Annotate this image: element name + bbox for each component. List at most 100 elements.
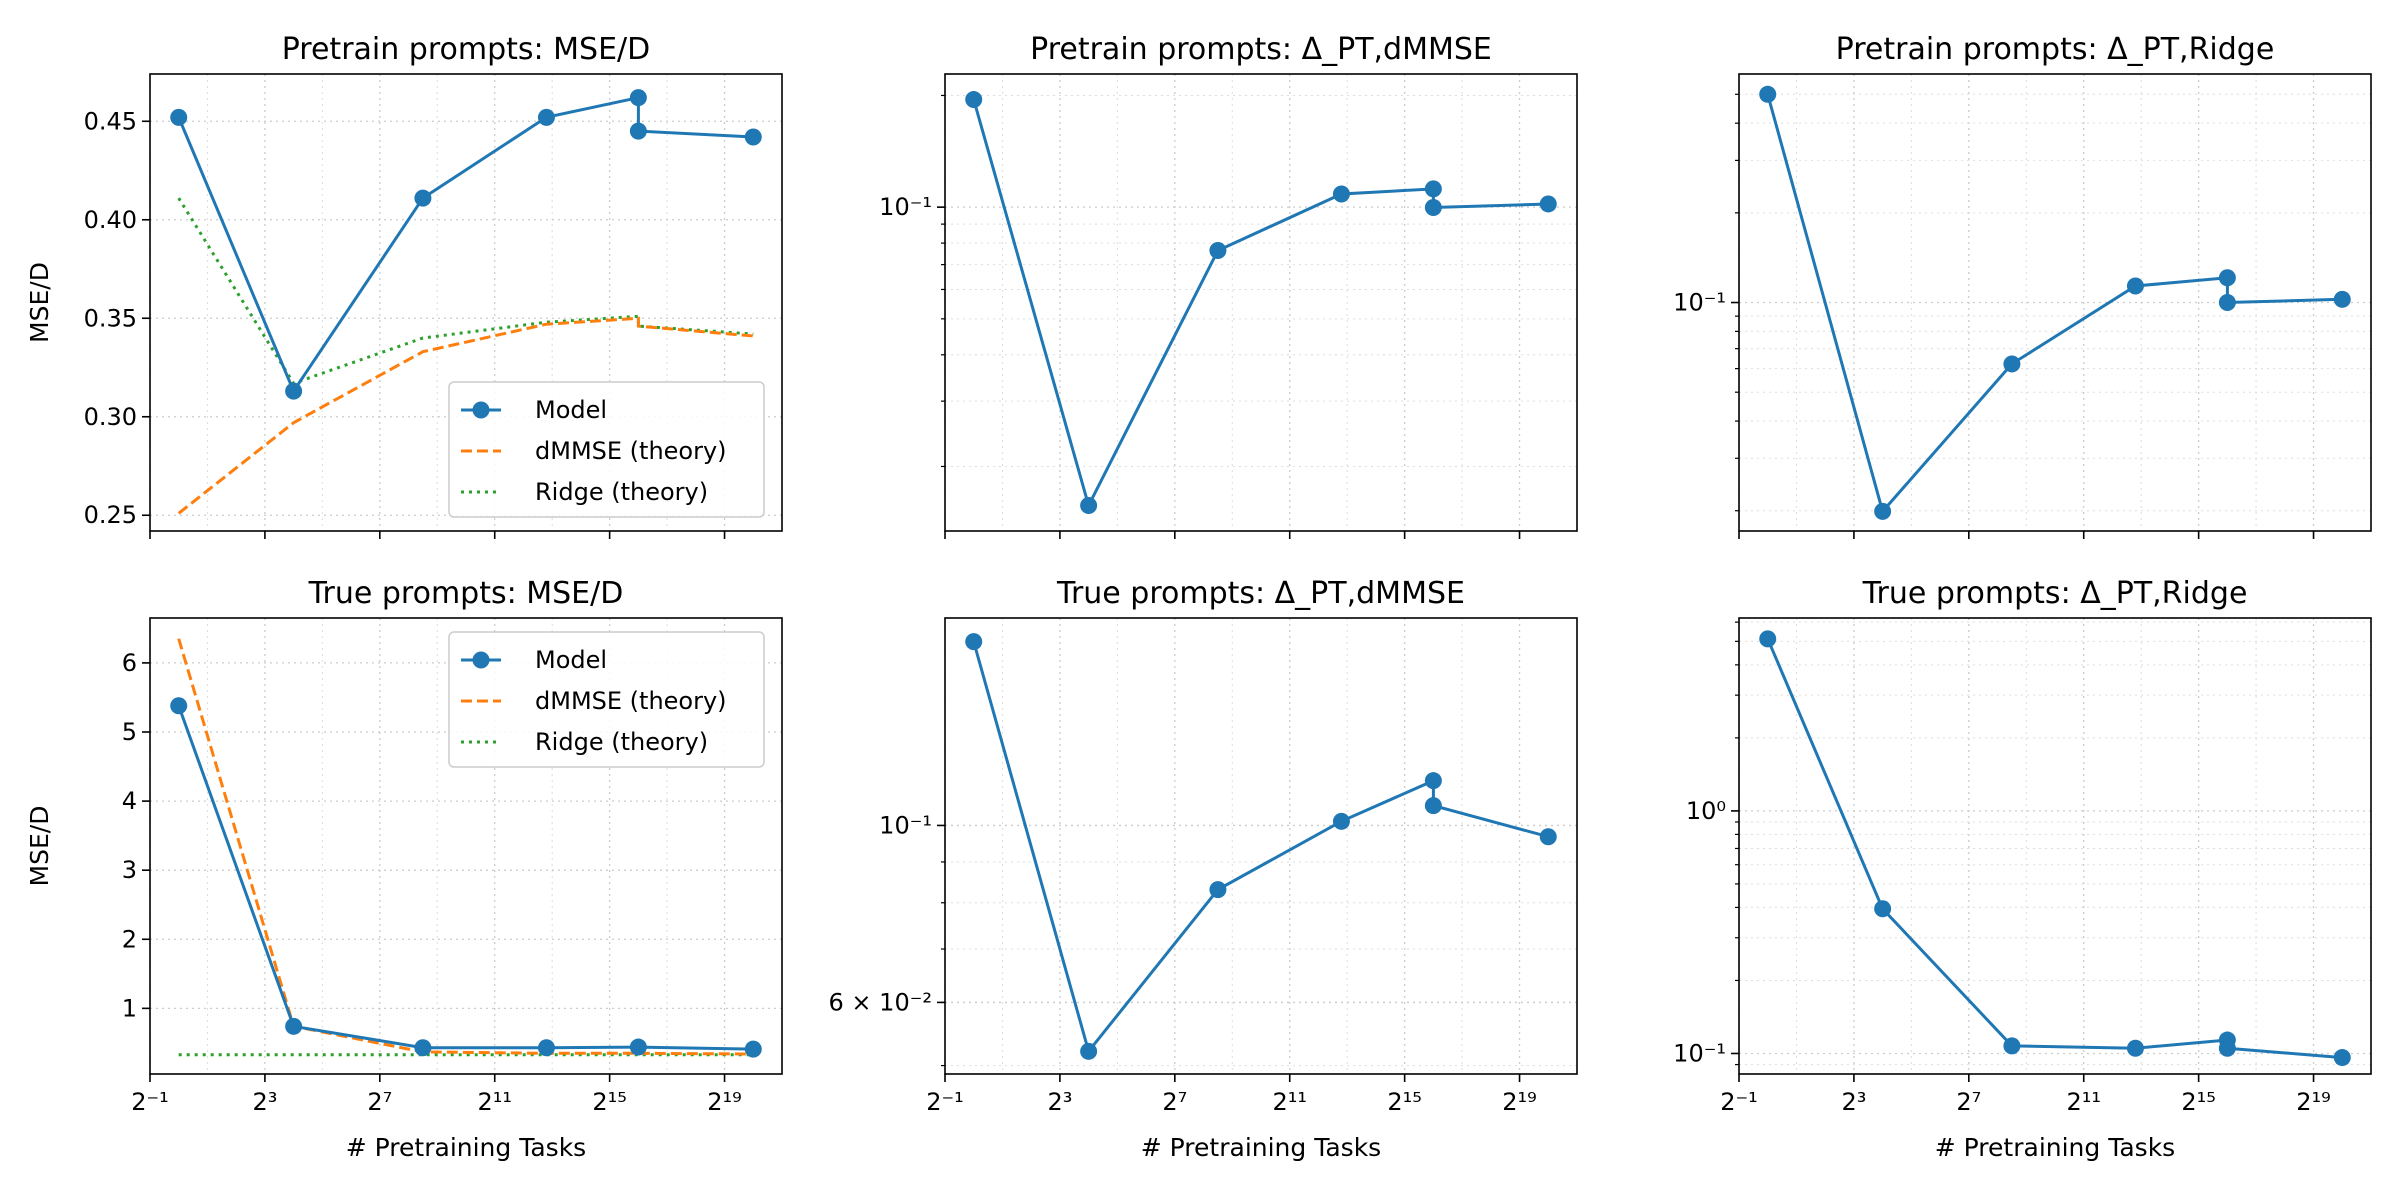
series-line-dashed bbox=[177, 638, 754, 1056]
y-tick-label: 1 bbox=[122, 994, 137, 1022]
axes-frame bbox=[1738, 617, 2372, 1075]
x-tick-label: 2⁷ bbox=[1956, 1088, 1981, 1116]
x-tick-label: 2⁷ bbox=[367, 1088, 392, 1116]
data-point bbox=[1424, 180, 1442, 198]
data-point bbox=[1539, 828, 1557, 846]
data-point bbox=[965, 633, 983, 651]
legend-label: Model bbox=[535, 396, 607, 424]
plot-area bbox=[177, 638, 754, 1057]
data-point bbox=[744, 1040, 762, 1058]
y-tick-label: 5 bbox=[122, 718, 137, 746]
y-tick-label: 10⁻¹ bbox=[1673, 289, 1726, 317]
data-point bbox=[1332, 812, 1350, 830]
data-point bbox=[537, 108, 555, 126]
y-tick-label: 4 bbox=[122, 787, 137, 815]
data-point bbox=[629, 1038, 647, 1056]
x-tick-label: 2¹⁹ bbox=[2296, 1088, 2331, 1116]
panel-title: True prompts: Δ_PT,dMMSE bbox=[1056, 576, 1465, 611]
data-point bbox=[2333, 290, 2351, 308]
data-point bbox=[629, 89, 647, 107]
axes-frame bbox=[944, 617, 1578, 1075]
x-tick-label: 2⁷ bbox=[1162, 1088, 1187, 1116]
x-tick-label: 2⁻¹ bbox=[926, 1088, 964, 1116]
data-point bbox=[1874, 502, 1892, 520]
y-axis-label: MSE/D bbox=[25, 806, 54, 887]
data-point bbox=[2218, 294, 2236, 312]
data-point bbox=[2126, 277, 2144, 295]
data-point bbox=[744, 128, 762, 146]
y-tick-label: 2 bbox=[122, 925, 137, 953]
y-tick-label: 0.45 bbox=[84, 107, 137, 135]
legend: Model dMMSE (theory) Ridge (theory) bbox=[448, 631, 765, 768]
x-tick-label: 2¹⁹ bbox=[707, 1088, 742, 1116]
data-point bbox=[1539, 195, 1557, 213]
axes-frame bbox=[149, 73, 783, 532]
series-line-dashed bbox=[177, 316, 754, 515]
y-tick-label: 3 bbox=[122, 856, 137, 884]
x-tick-label: 2⁻¹ bbox=[131, 1088, 169, 1116]
x-tick-label: 2¹⁵ bbox=[1387, 1088, 1422, 1116]
data-point bbox=[629, 122, 647, 140]
legend-label: dMMSE (theory) bbox=[535, 687, 727, 715]
data-point bbox=[2333, 1049, 2351, 1067]
x-tick-label: 2¹⁹ bbox=[1502, 1088, 1537, 1116]
data-point bbox=[414, 1039, 432, 1057]
panel-title: Pretrain prompts: MSE/D bbox=[282, 32, 651, 67]
y-tick-label: 10⁻¹ bbox=[1673, 1039, 1726, 1067]
x-tick-label: 2¹¹ bbox=[1272, 1088, 1307, 1116]
y-tick-label: 0.40 bbox=[84, 206, 137, 234]
data-point bbox=[1332, 185, 1350, 203]
x-axis-label: # Pretraining Tasks bbox=[346, 1133, 586, 1162]
data-point bbox=[285, 382, 303, 400]
data-point bbox=[2218, 269, 2236, 287]
y-tick-label: 6 × 10⁻² bbox=[829, 988, 932, 1016]
panel-pt_mse: 0.25 0.30 0.35 0.40 0.45 Pretrain prompts: MS… bbox=[25, 32, 783, 539]
panel-tr_mse: 1 2 3 4 5 6 2⁻¹ 2³ 2⁷ 2¹¹ 2¹⁵ 2¹⁹ True prompts: MSE/… bbox=[25, 576, 783, 1162]
x-axis-label: # Pretraining Tasks bbox=[1935, 1133, 2175, 1162]
data-point bbox=[1874, 900, 1892, 918]
legend-label: dMMSE (theory) bbox=[535, 437, 727, 465]
data-point bbox=[1209, 881, 1227, 899]
y-tick-label: 10⁻¹ bbox=[879, 811, 932, 839]
data-point bbox=[1424, 797, 1442, 815]
x-axis-label: # Pretraining Tasks bbox=[1141, 1133, 1381, 1162]
data-point bbox=[2003, 1037, 2021, 1055]
x-tick-label: 2⁻¹ bbox=[1720, 1088, 1758, 1116]
legend-box bbox=[448, 381, 765, 518]
data-point bbox=[1759, 630, 1777, 648]
legend-marker bbox=[472, 651, 490, 669]
legend-label: Model bbox=[535, 646, 607, 674]
data-point bbox=[2003, 355, 2021, 373]
data-point bbox=[1759, 85, 1777, 103]
y-tick-label: 10⁰ bbox=[1686, 797, 1726, 825]
data-point bbox=[1080, 1042, 1098, 1060]
x-tick-label: 2³ bbox=[1841, 1088, 1866, 1116]
panel-title: Pretrain prompts: Δ_PT,Ridge bbox=[1836, 32, 2275, 67]
data-point bbox=[1080, 496, 1098, 514]
panel-tr_dmmse: 6 × 10⁻² 10⁻¹ 2⁻¹ 2³ 2⁷ 2¹¹ 2¹⁵ 2¹⁹ True prompts… bbox=[829, 576, 1578, 1162]
legend-marker bbox=[472, 401, 490, 419]
panel-title: True prompts: MSE/D bbox=[308, 576, 624, 611]
y-tick-label: 6 bbox=[122, 649, 137, 677]
x-tick-label: 2¹⁵ bbox=[592, 1088, 627, 1116]
legend-label: Ridge (theory) bbox=[535, 478, 708, 506]
legend-label: Ridge (theory) bbox=[535, 728, 708, 756]
data-point bbox=[170, 108, 188, 126]
y-tick-label: 10⁻¹ bbox=[879, 193, 932, 221]
data-point bbox=[1209, 242, 1227, 260]
data-point bbox=[414, 189, 432, 207]
series-line-solid-marker bbox=[177, 705, 754, 1051]
y-tick-label: 0.30 bbox=[84, 403, 137, 431]
data-point bbox=[1424, 198, 1442, 216]
panel-pt_dmmse: 10⁻¹ Pretrain prompts: Δ_PT,dMMSE bbox=[879, 32, 1578, 539]
data-point bbox=[285, 1017, 303, 1035]
data-point bbox=[2126, 1039, 2144, 1057]
axes-frame bbox=[149, 617, 783, 1075]
x-tick-label: 2³ bbox=[252, 1088, 277, 1116]
data-point bbox=[1424, 772, 1442, 790]
legend: Model dMMSE (theory) Ridge (theory) bbox=[448, 381, 765, 518]
legend-box bbox=[448, 631, 765, 768]
panel-title: True prompts: Δ_PT,Ridge bbox=[1862, 576, 2248, 611]
